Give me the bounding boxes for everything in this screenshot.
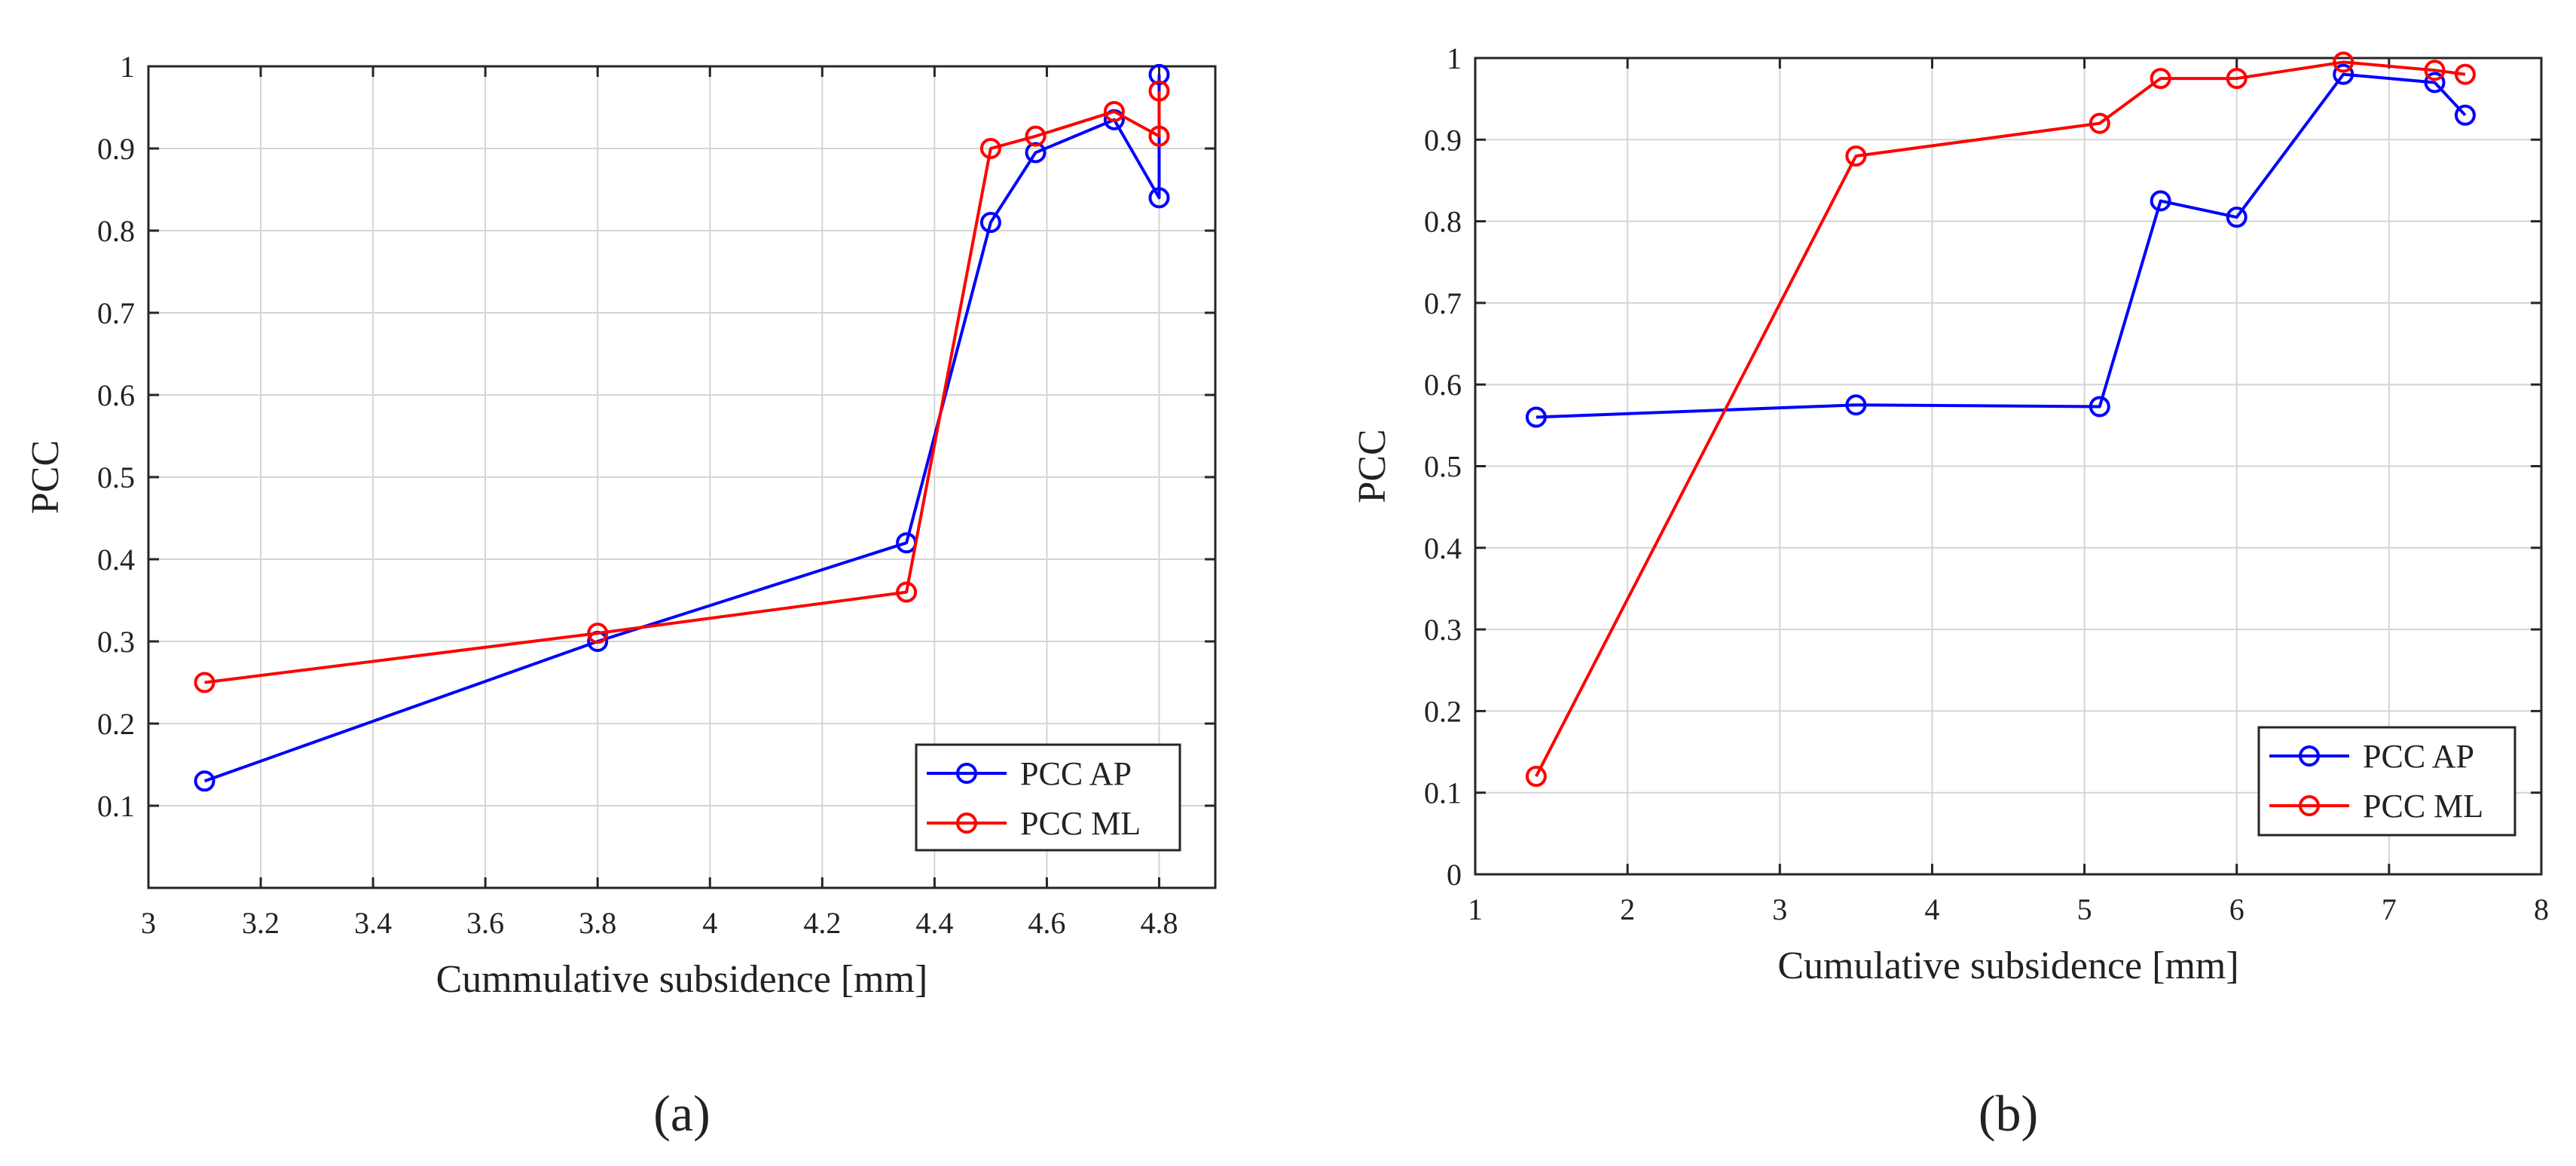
data-point — [1845, 394, 1867, 416]
legend-box — [2257, 726, 2516, 837]
x-tick-label: 7 — [2382, 892, 2397, 926]
data-point — [587, 623, 609, 644]
data-point — [896, 581, 918, 603]
y-tick-label: 1 — [120, 50, 135, 84]
data-point — [1148, 63, 1170, 85]
data-point — [194, 672, 215, 693]
y-tick-label: 0.2 — [1424, 694, 1462, 728]
y-tick-label: 0.1 — [1424, 776, 1462, 810]
y-tick-label: 0.5 — [1424, 450, 1462, 484]
y-tick-label: 0.8 — [97, 214, 135, 248]
y-tick-label: 0.7 — [97, 296, 135, 330]
x-tick-label: 4.4 — [915, 906, 953, 940]
y-tick-label: 0.9 — [97, 132, 135, 166]
legend-label: PCC ML — [1020, 805, 1141, 842]
y-tick-label: 0 — [1447, 858, 1462, 892]
panel-label: (b) — [1979, 1085, 2038, 1142]
y-tick-label: 0.7 — [1424, 286, 1462, 320]
data-point — [1148, 187, 1170, 209]
x-tick-label: 3 — [141, 906, 156, 940]
x-tick-label: 3 — [1772, 892, 1787, 926]
data-point — [2226, 207, 2248, 228]
data-point — [1148, 80, 1170, 102]
data-point — [1525, 766, 1547, 788]
x-tick-label: 3.2 — [242, 906, 280, 940]
legend-swatch-marker — [2299, 745, 2320, 767]
data-point — [1025, 142, 1047, 164]
data-point — [2454, 104, 2476, 126]
data-point — [2333, 51, 2354, 73]
legend-label: PCC AP — [2363, 738, 2474, 775]
x-tick-label: 4 — [1924, 892, 1939, 926]
data-point — [1845, 145, 1867, 167]
x-tick-label: 3.4 — [354, 906, 392, 940]
legend-label: PCC ML — [2363, 788, 2483, 825]
series-line-pcc-ap — [1536, 72, 2467, 419]
x-tick-label: 3.8 — [579, 906, 616, 940]
x-axis-label: Cumulative subsidence [mm] — [1777, 944, 2238, 987]
x-axis-label: Cummulative subsidence [mm] — [436, 958, 928, 1001]
x-tick-label: 4.2 — [803, 906, 841, 940]
y-tick-label: 0.9 — [1424, 123, 1462, 157]
x-tick-label: 5 — [2077, 892, 2092, 926]
y-tick-label: 0.4 — [1424, 531, 1462, 565]
data-point — [2226, 68, 2248, 90]
y-axis-label: PCC — [24, 440, 67, 514]
y-tick-label: 0.1 — [97, 789, 135, 823]
data-point — [2424, 60, 2446, 81]
y-tick-label: 0.5 — [97, 461, 135, 494]
y-tick-label: 0.3 — [1424, 613, 1462, 647]
x-tick-label: 4.8 — [1140, 906, 1178, 940]
data-point — [979, 138, 1001, 159]
y-tick-label: 1 — [1447, 41, 1462, 75]
legend-box — [915, 743, 1181, 852]
y-tick-label: 0.3 — [97, 625, 135, 659]
y-tick-label: 0.2 — [97, 707, 135, 741]
x-tick-label: 8 — [2534, 892, 2549, 926]
data-point — [2089, 112, 2110, 134]
series-line-pcc-ml — [1535, 60, 2466, 777]
data-point — [2150, 190, 2171, 212]
data-point — [194, 770, 215, 792]
x-tick-label: 4.6 — [1028, 906, 1065, 940]
data-point — [2333, 63, 2354, 85]
data-point — [1103, 100, 1125, 122]
x-tick-label: 1 — [1468, 892, 1483, 926]
data-point — [2454, 63, 2476, 85]
data-point — [2424, 72, 2446, 93]
data-point — [2089, 396, 2110, 418]
legend-swatch-marker — [956, 763, 977, 784]
x-tick-label: 4 — [702, 906, 717, 940]
legend-swatch-marker — [2299, 795, 2320, 816]
y-tick-label: 0.8 — [1424, 205, 1462, 239]
y-tick-label: 0.6 — [1424, 368, 1462, 402]
x-tick-label: 3.6 — [466, 906, 504, 940]
x-tick-label: 6 — [2229, 892, 2244, 926]
x-tick-label: 2 — [1620, 892, 1635, 926]
y-tick-label: 0.4 — [97, 543, 135, 577]
legend-label: PCC AP — [1020, 755, 1132, 792]
data-point — [979, 212, 1001, 234]
data-point — [1148, 125, 1170, 147]
panel-label: (a) — [653, 1085, 710, 1142]
data-point — [2150, 68, 2171, 90]
data-point — [1025, 125, 1047, 147]
data-point — [1525, 406, 1547, 428]
y-tick-label: 0.6 — [97, 378, 135, 412]
y-axis-label: PCC — [1351, 429, 1394, 503]
legend-swatch-marker — [956, 813, 977, 834]
